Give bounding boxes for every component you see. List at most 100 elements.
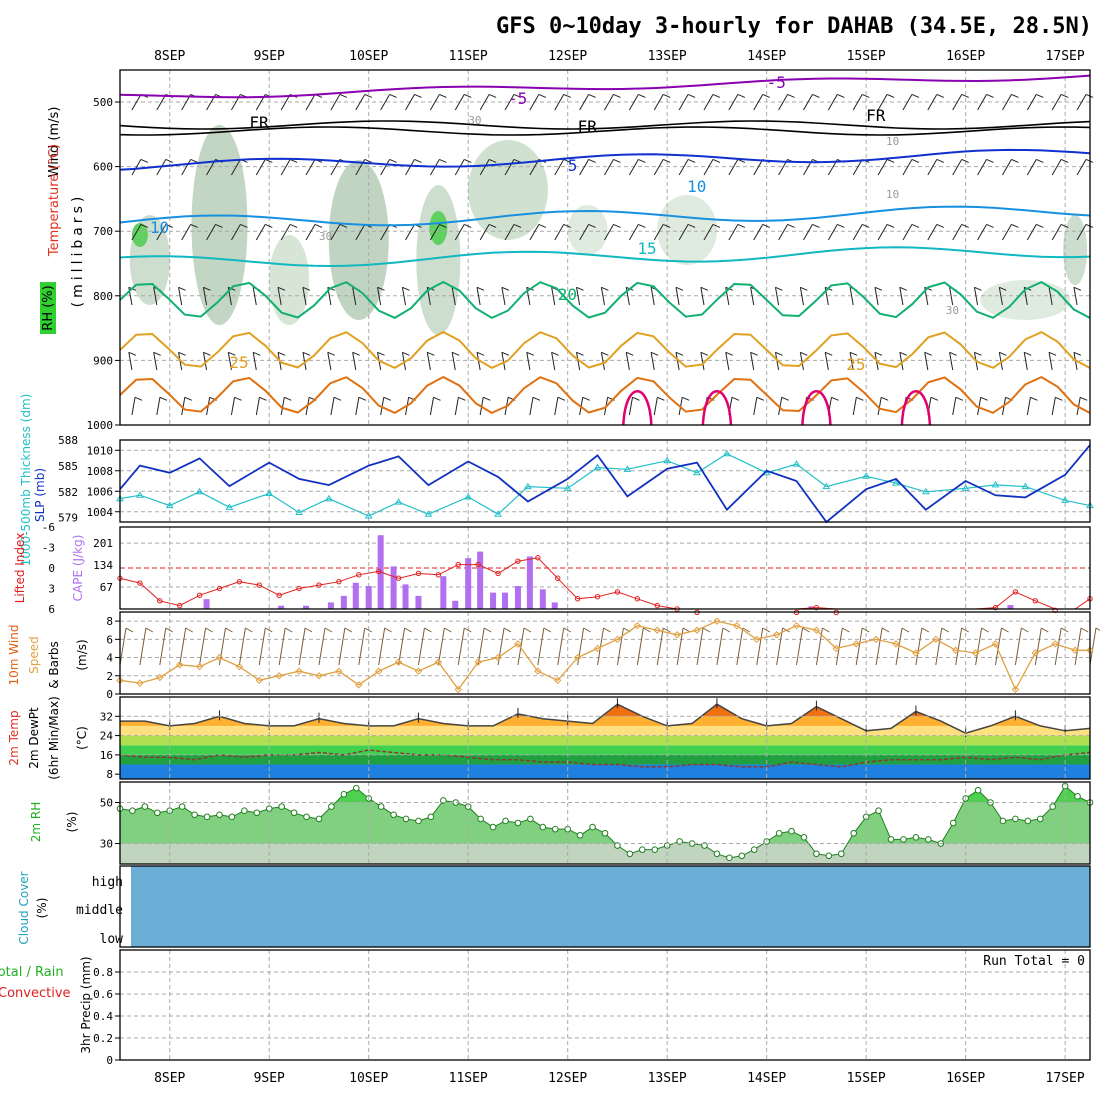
wind-barb-flag bbox=[787, 223, 795, 228]
wind-barb bbox=[252, 352, 257, 371]
wind-barb-flag bbox=[488, 93, 497, 98]
temperature-contour bbox=[119, 375, 1091, 415]
wind-barb-flag bbox=[538, 93, 547, 98]
rh-point bbox=[527, 815, 534, 823]
wind-barb-flag bbox=[488, 158, 497, 163]
wind-barb-flag bbox=[190, 223, 198, 228]
wind10-barb bbox=[636, 627, 644, 666]
contour-label: 30 bbox=[946, 304, 959, 317]
cape-bar bbox=[415, 595, 422, 609]
wind10-barb-flag bbox=[1095, 627, 1100, 631]
rh-point bbox=[203, 813, 211, 821]
li-point bbox=[196, 592, 203, 599]
y-tick-label: 24 bbox=[100, 730, 114, 743]
wind-barb-flag bbox=[712, 223, 721, 228]
wind-barb bbox=[1023, 352, 1028, 371]
wind-barb bbox=[625, 352, 630, 371]
wind-barb-flag bbox=[451, 351, 460, 356]
wind-barb bbox=[728, 224, 739, 241]
cloud-level-low: low bbox=[100, 932, 124, 947]
rh-point bbox=[738, 852, 746, 860]
wind-barb-flag bbox=[687, 223, 696, 228]
rh-point bbox=[1024, 817, 1032, 825]
wind-barb-flag bbox=[228, 351, 236, 356]
slp-series bbox=[116, 444, 1094, 524]
wind-barb bbox=[156, 224, 167, 241]
contour-label: FR bbox=[578, 117, 598, 136]
wind-speed-point bbox=[613, 635, 622, 644]
wind-speed-point bbox=[295, 667, 303, 675]
cape-bar bbox=[526, 556, 533, 609]
li-tick: 3 bbox=[48, 583, 55, 596]
wind-barb bbox=[753, 397, 758, 416]
wind10-barb-flag bbox=[483, 627, 492, 633]
wind-barb-flag bbox=[265, 223, 273, 228]
cape-bar bbox=[365, 586, 372, 609]
rh-point bbox=[825, 852, 833, 860]
wind-axis-label-c: & Barbs bbox=[47, 641, 61, 689]
wind-barb-flag bbox=[377, 351, 385, 356]
rh-point bbox=[278, 803, 285, 810]
slp-panel: 1010 1008 1006 1004 588 585 582 579 1000-500mb … bbox=[19, 394, 1094, 566]
wind-barb bbox=[977, 94, 988, 111]
wind-speed-point bbox=[434, 658, 443, 666]
wind-barb bbox=[305, 159, 316, 176]
precip-panel: 0.8 0.6 0.4 0.2 0 Run Total = 0 Total / Rain… bbox=[0, 949, 1091, 1067]
wind10-barb-flag bbox=[722, 627, 731, 633]
li-point bbox=[356, 572, 362, 578]
cape-bar bbox=[551, 602, 558, 609]
wind10-barb-flag bbox=[165, 627, 174, 633]
wind-barb-flag bbox=[582, 396, 590, 401]
wind-barb-flag bbox=[364, 93, 372, 98]
cape-bar bbox=[402, 584, 409, 609]
wind10-barb bbox=[417, 627, 425, 666]
wind-speed-point bbox=[713, 617, 721, 625]
wind-barb-flag bbox=[1036, 223, 1044, 228]
wind-barb bbox=[451, 352, 456, 371]
rh-point bbox=[440, 797, 447, 804]
wind10-barb-flag bbox=[364, 627, 373, 633]
wind-speed-point bbox=[991, 640, 1000, 648]
wind-barb bbox=[977, 224, 988, 241]
top-date-ticks: 8SEP 9SEP 10SEP 11SEP 12SEP 13SEP 14SEP 15SEP 16… bbox=[154, 49, 1085, 64]
wind-barb-flag bbox=[333, 396, 342, 401]
thickness-point bbox=[921, 487, 930, 495]
wind10-barb-flag bbox=[842, 627, 850, 633]
wind-barb-flag bbox=[203, 286, 211, 291]
thickness-point bbox=[892, 479, 900, 486]
wind-barb bbox=[330, 94, 341, 111]
y-tick-label: 50 bbox=[100, 797, 113, 810]
wind-barb-flag bbox=[650, 351, 659, 356]
wind-barb bbox=[554, 94, 565, 111]
rh-point bbox=[1036, 815, 1044, 823]
wind-barb-flag bbox=[999, 286, 1007, 291]
wind-barb bbox=[128, 352, 133, 371]
wind-barb-flag bbox=[675, 286, 684, 291]
wind-barb bbox=[604, 94, 614, 111]
lifted-index-line bbox=[117, 555, 1093, 616]
hot-contour bbox=[701, 390, 733, 426]
thickness-point bbox=[593, 463, 602, 471]
wind-barb-flag bbox=[638, 158, 646, 163]
wind10-barb bbox=[915, 627, 923, 666]
wind-barb bbox=[899, 287, 904, 306]
wind-barb bbox=[429, 224, 440, 241]
wind-barb-flag bbox=[215, 223, 223, 228]
wind-barb bbox=[973, 287, 979, 306]
wind-barb bbox=[877, 159, 888, 176]
wind10-barb bbox=[437, 627, 445, 666]
wind-barb-flag bbox=[949, 351, 957, 356]
wind10-barb-flag bbox=[1021, 627, 1029, 633]
run-total: Run Total = 0 bbox=[983, 954, 1085, 969]
wind10-barb-flag bbox=[1001, 627, 1009, 633]
cape-bar bbox=[340, 595, 347, 609]
wind10-barb-flag bbox=[284, 627, 293, 633]
wind-barb bbox=[1002, 224, 1012, 241]
rh-point bbox=[328, 803, 335, 810]
wind-barb-flag bbox=[383, 396, 391, 401]
rh-point bbox=[390, 811, 397, 819]
date-tick-top: 11SEP bbox=[449, 49, 488, 64]
wind-barb-flag bbox=[402, 351, 410, 356]
wind-barb-flag bbox=[1024, 351, 1032, 356]
wind-barb-flag bbox=[389, 93, 397, 98]
